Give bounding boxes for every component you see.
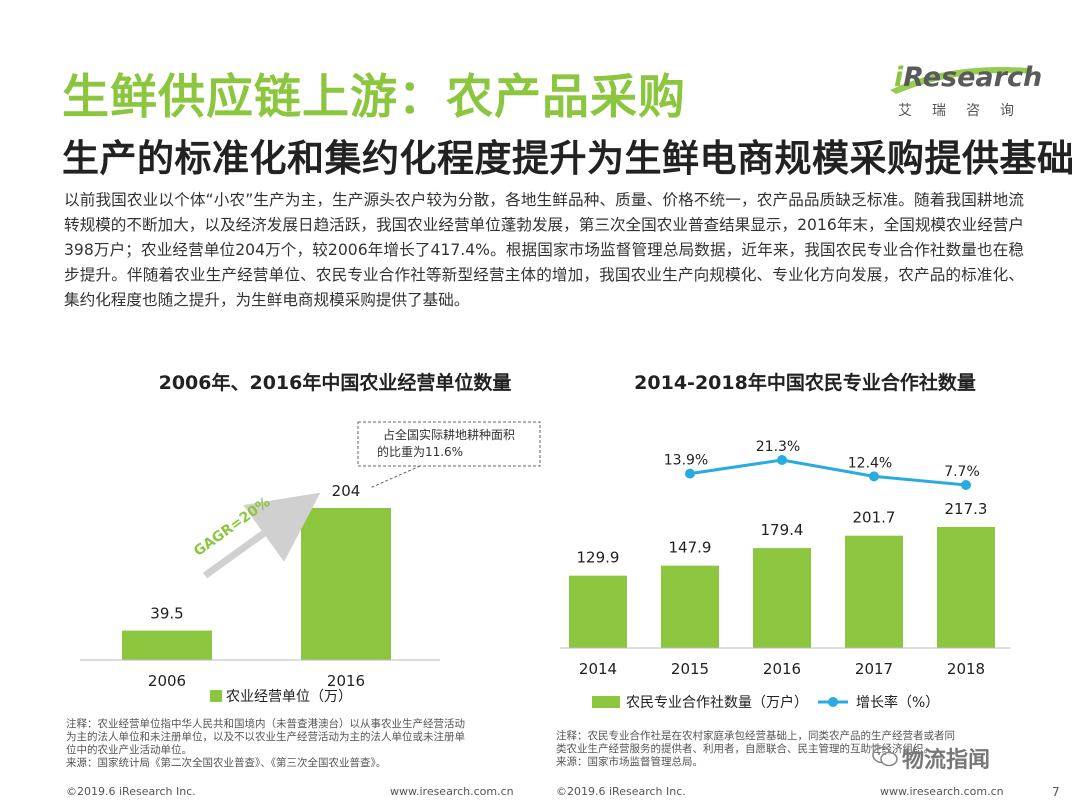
page-number: 7 [1052,785,1060,799]
chart2-title: 2014-2018年中国农民专业合作社数量 [634,372,976,394]
chart1-title: 2006年、2016年中国农业经营单位数量 [158,372,512,394]
logo-research: Research [903,62,1043,93]
footer-copyright-left: ©2019.6 iResearch Inc. [66,785,196,798]
bar-value-label: 201.7 [853,509,896,527]
left-note-line: 注释：农业经营单位指中华人民共和国境内（未普查港澳台）以从事农业生产经营活动 [66,718,465,730]
footer-copyright-right: ©2019.6 iResearch Inc. [556,785,686,798]
intro-paragraph: 以前我国农业以个体“小农”生产为主，生产源头农户较为分散，各地生鲜品种、质量、价… [64,191,1024,309]
bar-value-label: 39.5 [150,605,183,623]
growth-point-2015 [685,468,695,479]
callout-box [357,421,541,467]
left-notes: 注释：农业经营单位指中华人民共和国境内（未普查港澳台）以从事农业生产经营活动 为… [66,718,546,770]
bar-value-label: 179.4 [761,521,804,539]
growth-label: 13.9% [664,453,708,469]
cagr-arrow [202,492,321,579]
logo-i: i [894,62,904,93]
growth-point-2018 [961,480,971,490]
left-note-line: 来源：国家统计局《第二次全国农业普查》、《第三次全国农业普查》。 [66,757,387,769]
x-tick-label: 2014 [579,660,617,678]
bar-2016 [753,548,811,648]
growth-point-2016 [777,455,787,465]
growth-label: 7.7% [944,464,980,480]
footer-url-left: www.iresearch.com.cn [390,785,514,798]
x-tick-label: 2015 [671,660,709,678]
bar-value-label: 217.3 [945,500,988,518]
bar-2018 [937,527,995,648]
logo-wordmark: iResearch [894,62,1042,93]
cagr-label: GAGR=20% [191,494,273,559]
watermark-text: 物流指闻 [902,748,991,773]
x-tick-label: 2018 [947,660,985,678]
bar-2015 [661,565,719,648]
page-title: 生鲜供应链上游：农产品采购 [62,70,686,125]
right-note-line: 注释：农民专业合作社是在农村家庭承包经营基础上，同类农产品的生产经营者或者同 [556,730,955,742]
growth-point-2017 [869,471,879,482]
chart2-svg: 129.9 2014 147.9 2015 179.4 2016 201.7 2017 217.… [560,439,1010,711]
bar-value-label: 129.9 [577,549,620,567]
growth-rate-line [689,458,967,487]
x-tick-label: 2016 [763,660,801,678]
chart1-svg: 39.5 2006 204 2016 GAGR=20% 占全国实际耕地耕种面积的比重为11… [80,421,541,705]
legend-label: 农业经营单位（万） [226,689,352,705]
x-tick-label: 2016 [327,672,365,690]
logo-chinese: 艾瑞咨询 [898,103,1034,119]
x-tick-label: 2017 [855,660,893,678]
growth-label: 12.4% [848,455,892,471]
logo-swoosh-icon [890,66,1036,94]
left-note-line: 位中的农业产业活动单位。 [66,744,192,756]
callout-text: 的比重为11.6% [377,444,463,459]
callout-leader [369,465,421,489]
bar-2016 [301,508,391,660]
legend-swatch [210,690,222,702]
legend-swatch-bars [592,696,620,708]
bar-2006 [122,630,212,660]
bar-value-label: 147.9 [669,539,712,557]
callout-text: 占全国实际耕地耕种面积 [383,427,515,442]
legend-label: 农民专业合作社数量（万户） [626,694,808,711]
right-note-line: 类农业生产经营服务的提供者、利用者，自愿联合、民主管理的互助性经济组织。 [556,743,934,755]
growth-label: 21.3% [756,439,800,455]
footer-url-right: www.iresearch.com.cn [880,785,1004,798]
right-notes: 注释：农民专业合作社是在农村家庭承包经营基础上，同类农产品的生产经营者或者同 类… [556,730,1036,769]
bar-value-label: 204 [332,482,361,500]
left-note-line: 为主的法人单位和未注册单位，以及不以农业生产经营活动为主的法人单位或未注册单 [66,731,465,743]
wechat-icon [872,746,898,767]
legend-line-marker [828,697,838,707]
x-tick-label: 2006 [148,672,186,690]
bar-2017 [845,535,903,648]
right-note-line: 来源：国家市场监督管理总局。 [556,756,703,768]
legend-label: 增长率（%） [856,694,939,711]
page-subtitle: 生产的标准化和集约化程度提升为生鲜电商规模采购提供基础 [62,137,1075,180]
bar-2014 [569,575,627,648]
iresearch-logo: iResearch 艾瑞咨询 [888,60,1042,126]
